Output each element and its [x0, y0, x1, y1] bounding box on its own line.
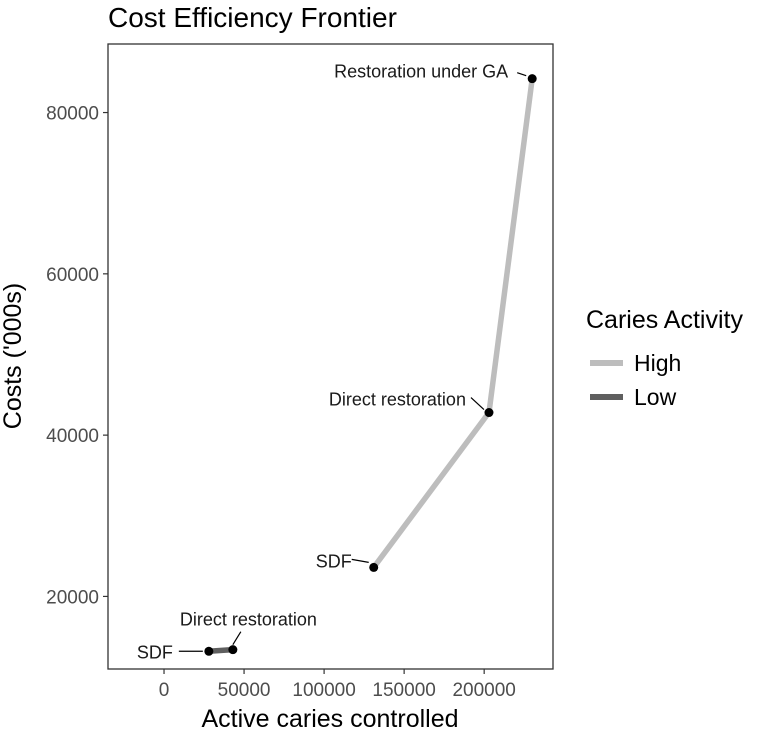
annotation-leader: [517, 72, 527, 77]
data-point: [228, 645, 238, 655]
data-point: [484, 408, 494, 418]
y-tick-label: 60000: [46, 265, 99, 286]
annotation-leader: [470, 397, 485, 410]
y-axis: 20000 40000 60000 80000: [46, 104, 108, 608]
point-annotation: SDF: [137, 642, 173, 662]
point-annotations: SDF Direct restoration Restoration under G…: [137, 62, 508, 663]
annotation-leaders: [178, 72, 527, 652]
y-tick-label: 80000: [46, 104, 99, 125]
data-point: [527, 74, 537, 84]
chart-title: Cost Efficiency Frontier: [108, 2, 397, 33]
point-annotation: Direct restoration: [180, 610, 317, 630]
x-tick-label: 0: [159, 680, 170, 701]
point-annotation: Restoration under GA: [334, 62, 508, 82]
x-tick-label: 200000: [452, 680, 515, 701]
x-tick-label: 150000: [372, 680, 435, 701]
annotation-leader: [232, 631, 242, 645]
legend-title: Caries Activity: [586, 306, 743, 334]
x-axis: 0 50000 100000 150000 200000: [159, 669, 516, 701]
plot-panel: [107, 43, 554, 670]
point-annotation: SDF: [316, 551, 352, 571]
legend-label: Low: [634, 384, 677, 410]
legend-label: High: [634, 350, 681, 376]
data-point: [204, 646, 214, 656]
x-axis-title: Active caries controlled: [201, 705, 458, 733]
annotation-leader: [351, 558, 369, 563]
x-tick-label: 50000: [218, 680, 271, 701]
data-point: [369, 562, 379, 572]
data-points: [204, 74, 537, 656]
legend: Caries Activity High Low: [586, 306, 743, 410]
x-tick-label: 100000: [292, 680, 355, 701]
y-tick-label: 20000: [46, 587, 99, 608]
point-annotation: Direct restoration: [329, 390, 466, 410]
y-axis-title: Costs ('000s): [0, 283, 27, 429]
y-tick-label: 40000: [46, 426, 99, 447]
